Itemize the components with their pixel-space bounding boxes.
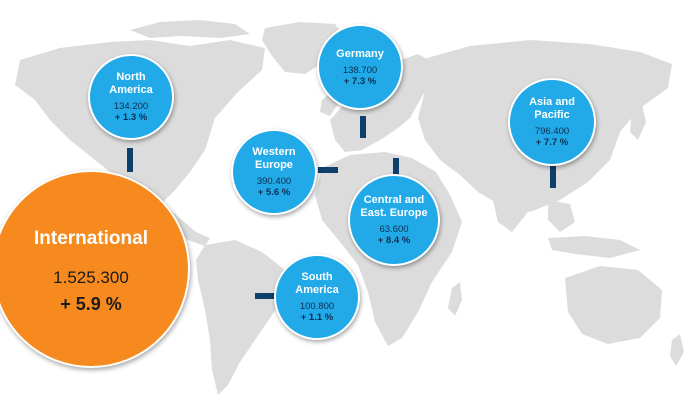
connector-north-america [127,148,133,172]
region-bubble-germany: Germany 138.700 + 7.3 % [317,24,403,110]
region-value: 138.700 [342,64,378,76]
region-growth: + 5.6 % [257,187,291,198]
landmass-australia [565,266,662,344]
region-growth: + 8.4 % [377,235,411,246]
landmass-canadian-arctic [130,20,250,38]
region-name: South America [295,271,339,296]
connector-asia-pacific [550,166,556,188]
region-value: 100.800 [299,301,335,312]
region-value: 796.400 [534,126,570,137]
landmass-madagascar [448,282,462,316]
connector-germany [360,116,366,138]
landmass-southeast-asia [548,200,575,232]
region-growth: + 1.3 % [114,112,148,123]
international-bubble: International 1.525.300 + 5.9 % [0,170,190,368]
region-bubble-north-america: North America 134.200 + 1.3 % [88,54,174,140]
region-bubble-asia-pacific: Asia and Pacific 796.400 + 7.7 % [508,78,596,166]
region-name: Asia and Pacific [529,96,575,121]
connector-western-europe [318,167,338,173]
region-growth: + 7.7 % [535,137,569,148]
region-growth: + 7.3 % [343,75,377,87]
landmass-indonesia [548,236,640,258]
region-name: Central and East. Europe [360,194,428,219]
region-name: Germany [336,47,384,60]
region-bubble-south-america: South America 100.800 + 1.1 % [274,254,360,340]
international-growth: + 5.9 % [60,293,122,314]
region-value: 134.200 [113,101,149,112]
international-label: International [33,227,148,249]
region-value: 390.400 [256,176,292,187]
international-value: 1.525.300 [53,267,129,287]
region-bubble-western-europe: Western Europe 390.400 + 5.6 % [231,129,317,215]
landmass-new-zealand [670,334,684,366]
connector-south-america [255,293,275,299]
region-name: North America [109,71,153,96]
connector-central-east-europe [393,158,399,180]
region-growth: + 1.1 % [300,312,334,323]
region-bubble-central-east-europe: Central and East. Europe 63.600 + 8.4 % [348,174,440,266]
region-value: 63.600 [379,224,409,235]
landmass-indian-subcontinent [490,188,528,232]
landmass-japan [630,104,646,140]
landmass-south-america [196,240,288,395]
region-name: Western Europe [252,146,296,171]
